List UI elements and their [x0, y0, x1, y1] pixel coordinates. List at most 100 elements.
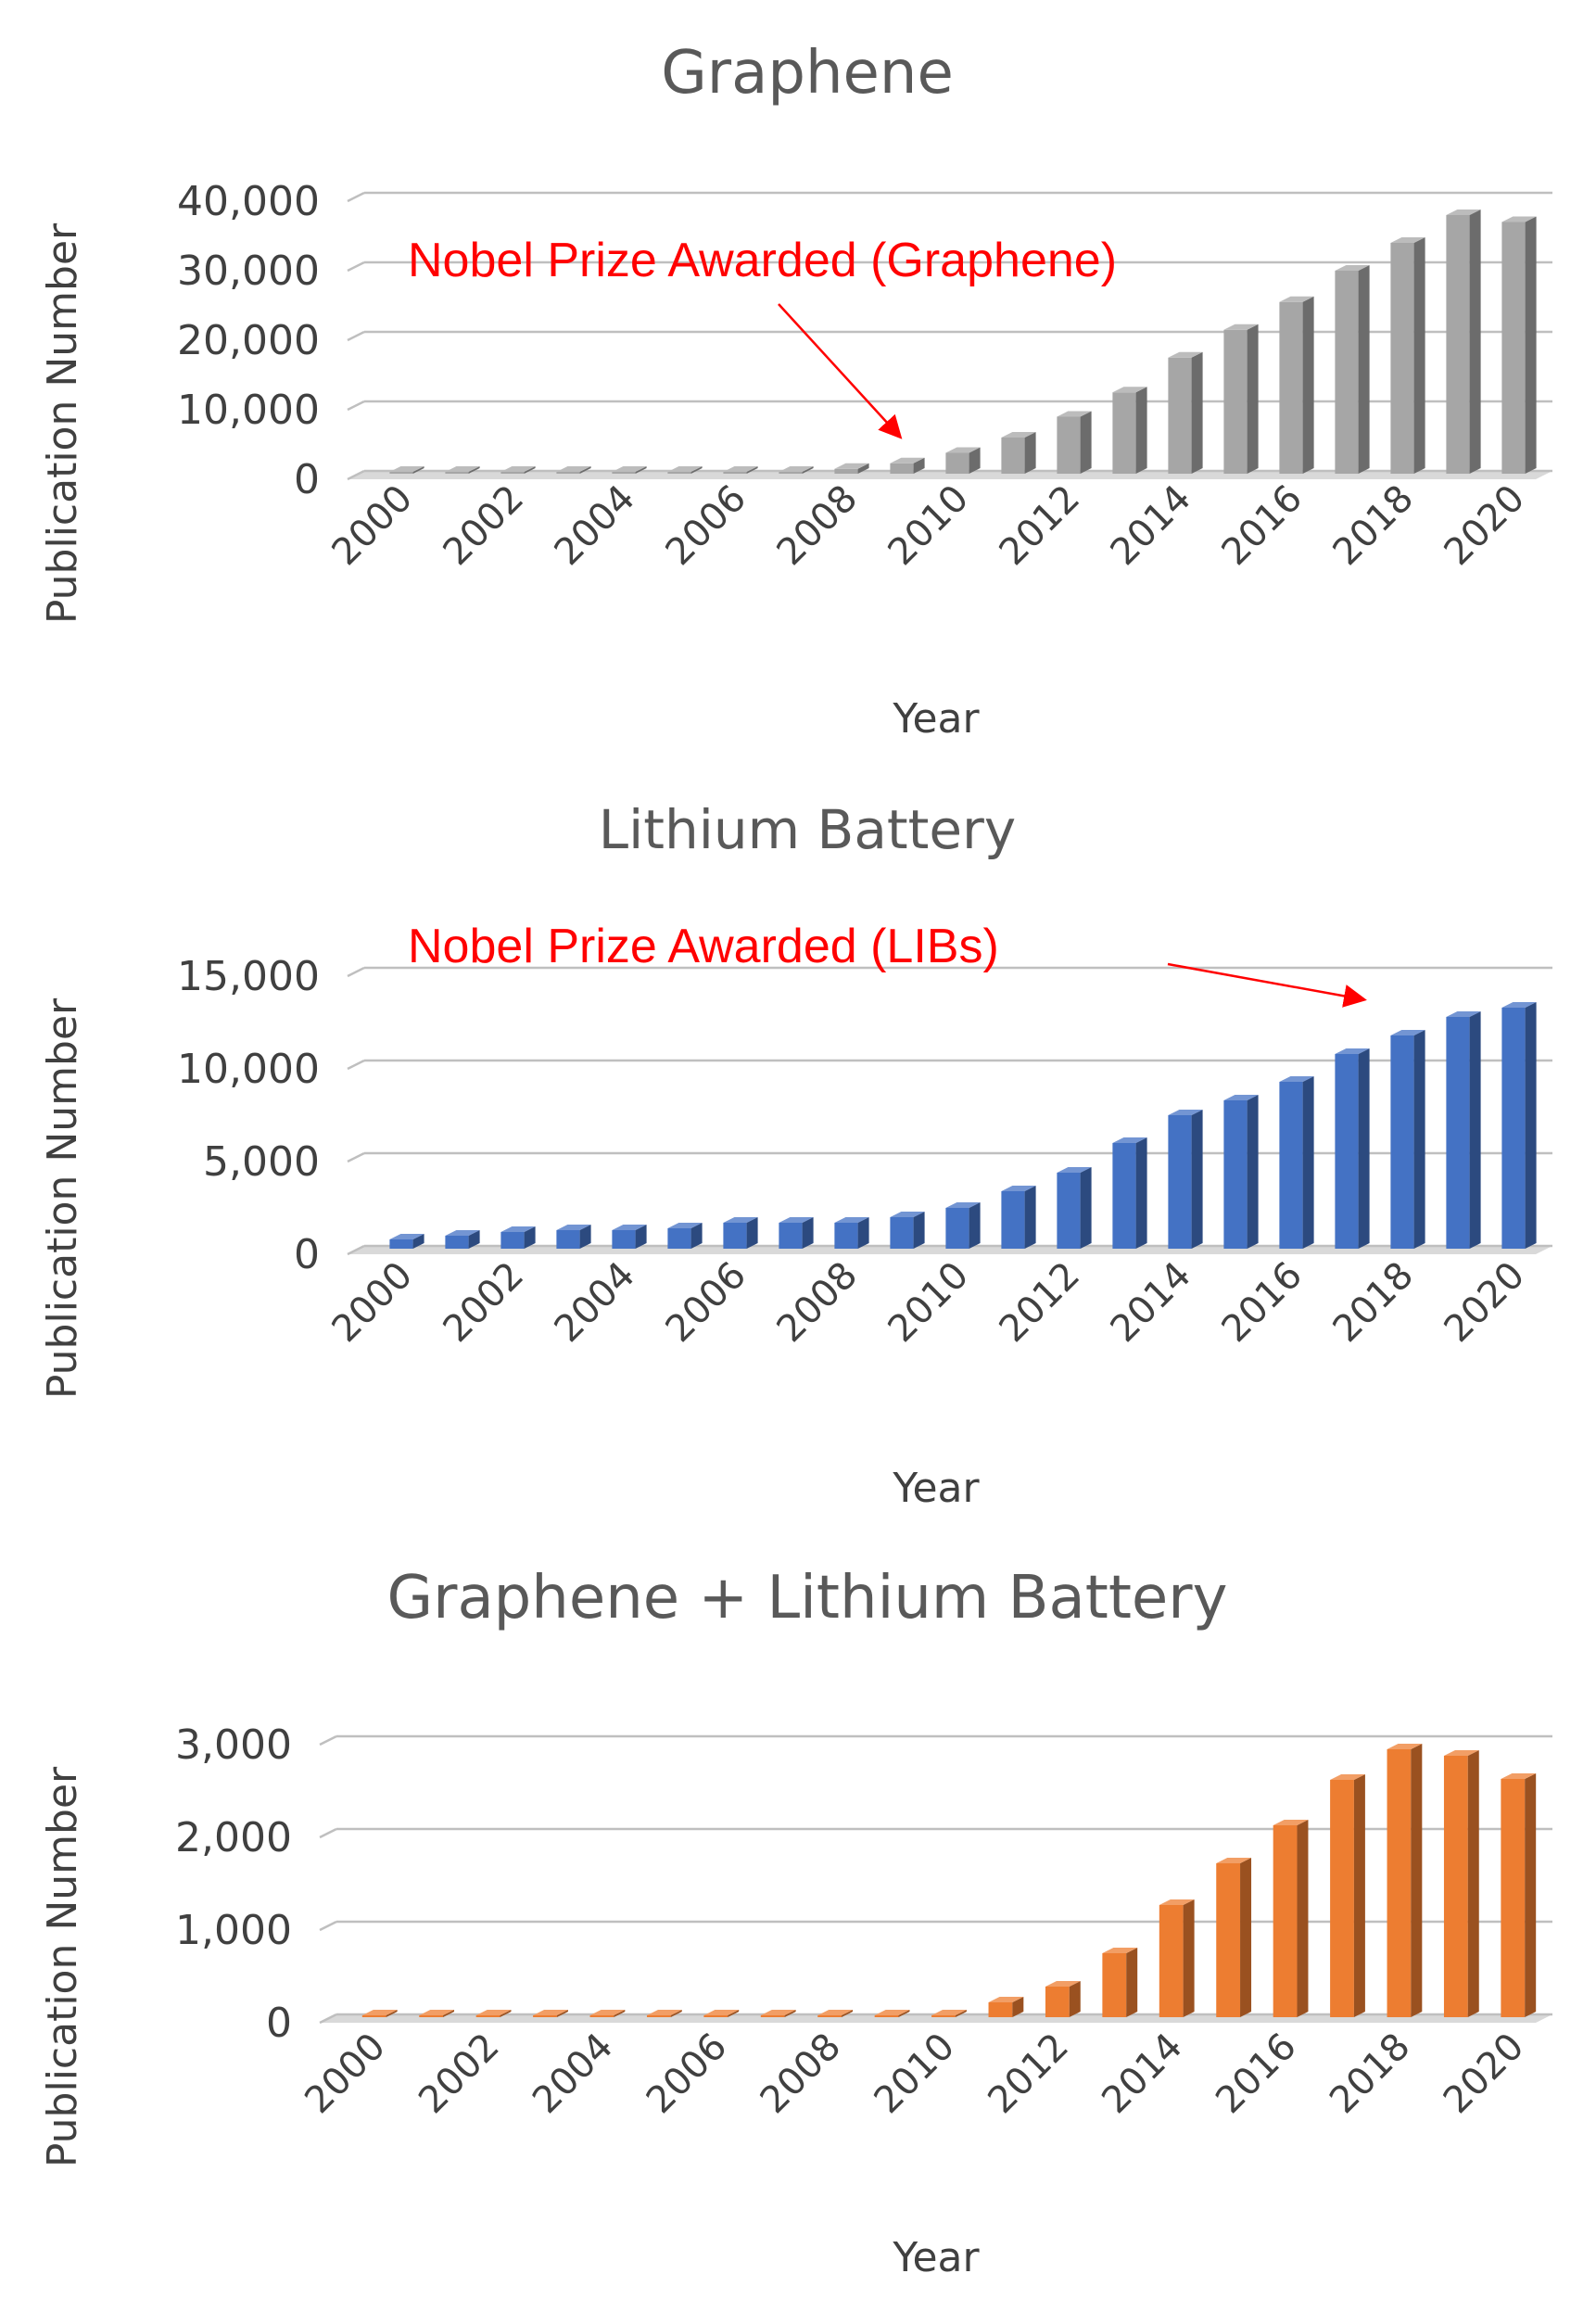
bar	[500, 466, 536, 474]
bar	[1501, 1002, 1537, 1249]
gridline-diagonal	[347, 260, 365, 273]
bar	[1335, 1048, 1370, 1249]
bar	[988, 1997, 1024, 2017]
bar	[1223, 1095, 1259, 1249]
bar	[1001, 432, 1036, 474]
y-tick-label: 0	[294, 1231, 320, 1278]
bar	[1390, 1030, 1425, 1249]
annotation-arrow	[1167, 962, 1367, 1008]
x-tick-label: 2002	[411, 2026, 508, 2123]
y-tick-label: 10,000	[177, 387, 320, 434]
bar	[1387, 1744, 1423, 2017]
x-tick-label: 2000	[324, 1254, 422, 1352]
bar	[1446, 210, 1481, 474]
x-tick-label: 2006	[658, 477, 755, 575]
gridline-diagonal	[347, 1244, 365, 1256]
x-tick-label: 2008	[769, 1254, 867, 1352]
bar	[667, 1223, 703, 1249]
x-tick-label: 2014	[1094, 2026, 1191, 2123]
y-tick-label: 1,000	[175, 1907, 292, 1954]
bar	[1443, 1750, 1479, 2017]
bar	[874, 2010, 910, 2017]
bar	[760, 2010, 796, 2017]
bar	[1279, 296, 1314, 474]
annotation-text: Nobel Prize Awarded (Graphene)	[408, 234, 1117, 287]
x-tick-label: 2010	[880, 477, 978, 575]
gridline-diagonal	[319, 1920, 337, 1932]
bar	[556, 466, 591, 474]
x-tick-label: 2006	[658, 1254, 755, 1352]
bar	[779, 466, 814, 474]
x-tick-label: 2008	[753, 2026, 850, 2123]
annotation-arrow	[778, 303, 903, 439]
bar	[1057, 1167, 1092, 1249]
gridline-diagonal	[347, 400, 365, 412]
bar	[817, 2010, 854, 2017]
bar	[1330, 1774, 1365, 2017]
y-tick-label: 20,000	[177, 317, 320, 364]
bar	[890, 1212, 925, 1249]
gridline-diagonal	[347, 1059, 365, 1071]
gridline-diagonal	[319, 2013, 337, 2025]
bar	[533, 2010, 568, 2017]
x-tick-label: 2010	[880, 1254, 978, 1352]
x-tick-label: 2010	[867, 2026, 964, 2123]
x-tick-label: 2004	[547, 477, 644, 575]
bar	[834, 463, 869, 474]
bar	[945, 1202, 981, 1249]
bar	[723, 466, 758, 474]
bar	[779, 1217, 814, 1249]
bar	[703, 2010, 740, 2017]
bar	[1335, 265, 1370, 474]
x-axis-title: Year	[892, 2234, 980, 2281]
x-tick-label: 2020	[1437, 1254, 1534, 1352]
gridline-diagonal	[347, 191, 365, 203]
bar	[667, 466, 703, 474]
chart-svg: Graphene + Lithium Battery 0 1,000 2,000 3,0…	[39, 1564, 1552, 2281]
x-tick-label: 2006	[639, 2026, 736, 2123]
y-axis-title: Publication Number	[39, 1766, 86, 2167]
bar	[723, 1217, 758, 1249]
bar	[1501, 216, 1537, 474]
y-tick-label: 10,000	[177, 1046, 320, 1093]
gridline-diagonal	[319, 1734, 337, 1746]
x-tick-label: 2020	[1436, 2026, 1533, 2123]
bar	[1112, 1137, 1147, 1249]
bar	[589, 2010, 626, 2017]
x-tick-label: 2014	[1103, 1254, 1200, 1352]
chart-title: Graphene + Lithium Battery	[387, 1564, 1228, 1632]
chart-graphene-lithium-battery: Graphene + Lithium Battery 0 1,000 2,000 3,0…	[0, 1530, 1596, 2290]
x-tick-label: 2000	[324, 477, 422, 575]
x-tick-label: 2000	[297, 2026, 394, 2123]
x-axis-title: Year	[892, 1465, 980, 1512]
bar	[612, 466, 647, 474]
bar	[1223, 324, 1259, 474]
x-tick-label: 2018	[1325, 1254, 1423, 1352]
y-tick-label: 3,000	[175, 1721, 292, 1769]
bar	[1057, 411, 1092, 474]
chart-floor	[348, 471, 1552, 479]
bar	[1273, 1820, 1309, 2017]
bar	[1390, 237, 1425, 474]
chart-graphene: Graphene 0 10,000 20,000 30,000 40,000 2000 200…	[0, 0, 1596, 760]
chart-title: Lithium Battery	[599, 798, 1016, 861]
bar	[556, 1225, 591, 1249]
x-tick-label: 2020	[1437, 477, 1534, 575]
y-axis-title: Publication Number	[39, 997, 86, 1399]
y-tick-label: 0	[266, 2000, 292, 2047]
bar	[389, 466, 424, 474]
bar	[1112, 387, 1147, 474]
y-tick-label: 0	[294, 456, 320, 503]
y-tick-label: 2,000	[175, 1814, 292, 1861]
bar	[1102, 1948, 1138, 2017]
bar	[1159, 1899, 1195, 2017]
gridline-diagonal	[347, 1151, 365, 1163]
x-axis-title: Year	[892, 695, 980, 743]
x-tick-label: 2004	[547, 1254, 644, 1352]
bar	[931, 2010, 967, 2017]
x-tick-label: 2016	[1214, 477, 1311, 575]
x-tick-label: 2004	[525, 2026, 622, 2123]
x-tick-label: 2002	[436, 477, 533, 575]
